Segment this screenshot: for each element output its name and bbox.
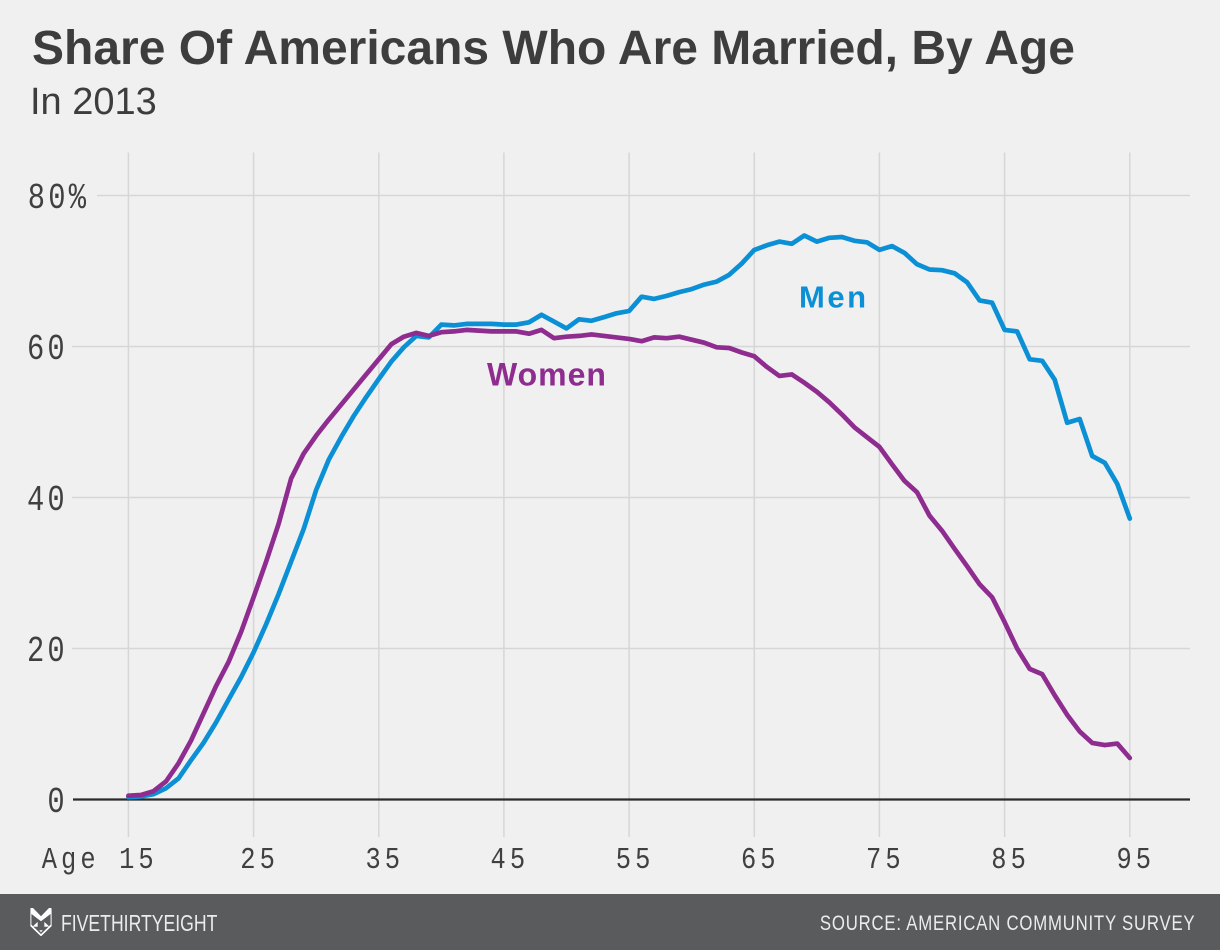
svg-text:55: 55	[616, 842, 655, 878]
svg-text:25: 25	[240, 842, 279, 878]
svg-text:Men: Men	[799, 280, 869, 315]
svg-text:60: 60	[27, 329, 68, 370]
svg-text:20: 20	[27, 631, 68, 672]
svg-text:45: 45	[491, 842, 530, 878]
svg-text:80%: 80%	[28, 178, 89, 219]
svg-text:65: 65	[741, 842, 780, 878]
svg-text:75: 75	[866, 842, 905, 878]
svg-text:35: 35	[365, 842, 404, 878]
svg-text:95: 95	[1116, 842, 1155, 878]
svg-text:85: 85	[991, 842, 1030, 878]
svg-text:40: 40	[27, 480, 68, 521]
svg-text:Women: Women	[487, 357, 607, 393]
svg-text:0: 0	[47, 782, 67, 823]
svg-text:Age 15: Age 15	[42, 842, 158, 878]
